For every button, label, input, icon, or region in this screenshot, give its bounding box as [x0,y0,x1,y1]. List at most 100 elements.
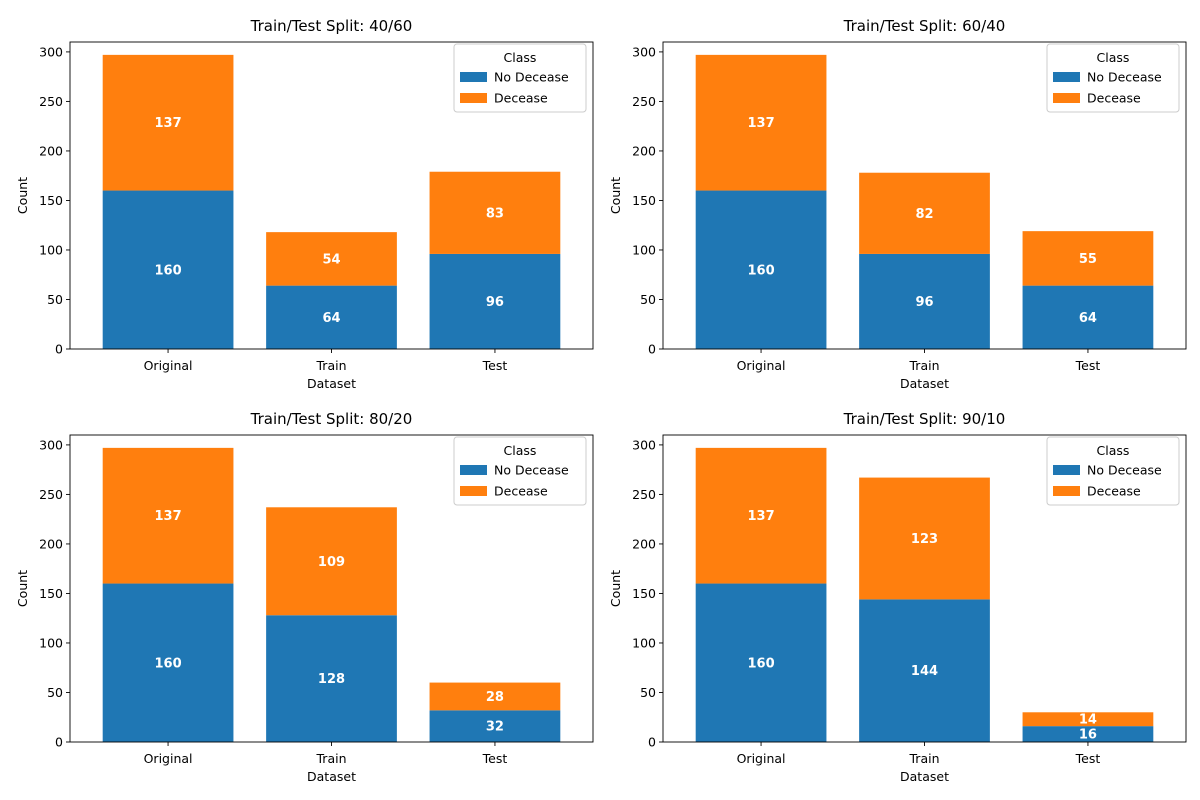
y-tick-label: 100 [632,242,656,257]
legend-title: Class [1097,50,1130,65]
legend-entry-label: No Decease [1087,70,1162,85]
bar-value-label: 137 [747,509,774,524]
bar-decease-original [102,54,234,191]
bar-value-label: 64 [1079,311,1097,326]
x-tick-label: Train [316,358,347,373]
bar-no-decease-train [859,253,990,349]
bar-value-label: 144 [911,664,938,679]
legend-entry-label: No Decease [1087,463,1162,478]
bar-value-label: 82 [915,207,933,222]
chart-panel-4: 160 144 16 137 123 14 0 50 100 150 200 250 300 Origin… [608,410,1187,784]
bar-value-label: 109 [318,555,345,570]
bar-no-decease-test [1022,285,1154,349]
legend: Class No Decease Decease [453,436,587,506]
y-axis-label: Count [608,177,623,214]
bar-decease-test [1022,231,1154,286]
x-tick-label: Train [316,751,347,766]
x-axis-label: Dataset [307,769,356,784]
bar-no-decease-test [1022,726,1154,742]
legend-title: Class [504,50,537,65]
y-tick-label: 150 [632,586,656,601]
bar-value-label: 16 [1079,728,1097,743]
bar-value-label: 160 [154,656,181,671]
bar-value-label: 128 [318,672,345,687]
bar-value-label: 160 [747,656,774,671]
bar-decease-train [859,477,990,600]
chart-panel-2: 160 96 64 137 82 55 0 50 100 150 200 250 300 Original… [608,17,1187,391]
bar-value-label: 137 [154,116,181,131]
bar-decease-test [429,171,561,254]
y-tick-label: 0 [55,735,63,750]
legend: Class No Decease Decease [1046,436,1180,506]
bar-decease-train [266,507,397,616]
chart-title: Train/Test Split: 90/10 [843,410,1006,428]
legend-swatch-no-decease [460,72,487,82]
bar-no-decease-train [266,615,397,742]
y-tick-label: 200 [39,536,63,551]
chart-title: Train/Test Split: 80/20 [250,410,413,428]
bar-value-label: 137 [154,509,181,524]
bar-decease-original [695,54,827,191]
y-tick-label: 250 [39,487,63,502]
legend-entry-label: No Decease [494,463,569,478]
bar-value-label: 123 [911,532,938,547]
bar-value-label: 32 [486,720,504,735]
y-axis-label: Count [608,570,623,607]
y-tick-label: 100 [39,242,63,257]
y-tick-label: 50 [47,292,63,307]
bar-value-label: 14 [1079,713,1097,728]
chart-panel-1: 160 64 96 137 54 83 0 50 100 150 200 250 300 Original… [15,17,594,391]
bar-decease-test [1022,712,1154,727]
x-tick-label: Original [737,358,786,373]
bar-value-label: 96 [915,295,933,310]
y-tick-label: 100 [632,635,656,650]
bar-value-label: 55 [1079,252,1097,267]
y-tick-label: 0 [55,342,63,357]
x-tick-label: Original [144,751,193,766]
bar-no-decease-original [102,190,234,349]
y-tick-label: 150 [39,193,63,208]
bar-value-label: 54 [322,252,340,267]
y-tick-label: 200 [632,536,656,551]
bar-no-decease-train [859,599,990,742]
bar-value-label: 160 [154,263,181,278]
y-tick-label: 150 [39,586,63,601]
x-tick-label: Train [909,358,940,373]
y-tick-label: 250 [632,487,656,502]
y-tick-label: 250 [632,94,656,109]
legend-swatch-decease [1053,93,1080,103]
legend-swatch-no-decease [1053,72,1080,82]
y-tick-label: 100 [39,635,63,650]
y-tick-label: 0 [648,342,656,357]
y-tick-label: 300 [39,44,63,59]
y-tick-label: 50 [47,685,63,700]
x-axis-label: Dataset [307,376,356,391]
chart-title: Train/Test Split: 60/40 [843,17,1006,35]
bar-no-decease-original [102,583,234,742]
y-tick-label: 150 [632,193,656,208]
chart-title: Train/Test Split: 40/60 [250,17,413,35]
bar-no-decease-original [695,190,827,349]
y-tick-label: 0 [648,735,656,750]
y-tick-label: 250 [39,94,63,109]
legend-entry-label: Decease [1087,91,1141,106]
bar-value-label: 160 [747,263,774,278]
y-tick-label: 200 [39,143,63,158]
y-tick-label: 300 [632,44,656,59]
x-tick-label: Original [144,358,193,373]
x-tick-label: Original [737,751,786,766]
bar-no-decease-train [266,285,397,349]
x-tick-label: Test [1075,358,1101,373]
legend-title: Class [1097,443,1130,458]
chart-panel-3: 160 128 32 137 109 28 0 50 100 150 200 250 300 Origin… [15,410,594,784]
bar-no-decease-test [429,253,561,349]
bar-decease-train [859,172,990,254]
y-tick-label: 300 [632,437,656,452]
y-axis-label: Count [15,570,30,607]
y-tick-label: 200 [632,143,656,158]
bar-value-label: 137 [747,116,774,131]
bar-value-label: 96 [486,295,504,310]
y-tick-label: 50 [640,685,656,700]
y-axis-label: Count [15,177,30,214]
